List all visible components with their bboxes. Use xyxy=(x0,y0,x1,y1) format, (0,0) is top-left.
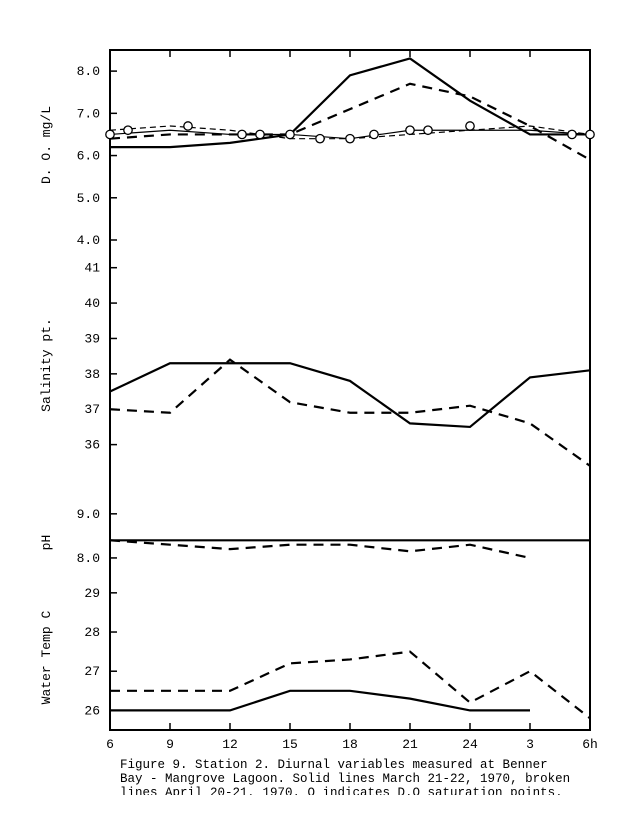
saturation-marker xyxy=(256,130,264,138)
x-tick-label: 6h xyxy=(582,737,598,752)
chart-svg: 6 9 12 15 18 21 24 3 6h 4.0 5.0 6.0 7.0 8.0 D. O. mg/L… xyxy=(20,20,610,795)
saturation-marker xyxy=(586,130,594,138)
y-tick-label: 29 xyxy=(84,586,100,601)
saturation-marker xyxy=(466,122,474,130)
series-dashed xyxy=(110,84,590,160)
series-dashed xyxy=(110,360,590,466)
y-tick-label: 26 xyxy=(84,703,100,718)
y-tick-label: 41 xyxy=(84,261,100,276)
y-axis-label: pH xyxy=(39,535,54,551)
saturation-marker xyxy=(124,126,132,134)
y-axis-label: D. O. mg/L xyxy=(39,106,54,184)
saturation-marker xyxy=(316,134,324,142)
x-tick-label: 18 xyxy=(342,737,358,752)
figure-caption: lines April 20-21, 1970. O indicates D.O… xyxy=(120,786,563,795)
plot-frame xyxy=(110,50,590,730)
y-tick-label: 7.0 xyxy=(77,106,100,121)
y-tick-label: 40 xyxy=(84,296,100,311)
saturation-marker xyxy=(238,130,246,138)
x-tick-label: 15 xyxy=(282,737,298,752)
figure-caption: Figure 9. Station 2. Diurnal variables m… xyxy=(120,758,548,772)
figure-caption: Bay - Mangrove Lagoon. Solid lines March… xyxy=(120,772,570,786)
y-tick-label: 6.0 xyxy=(77,149,100,164)
x-tick-label: 24 xyxy=(462,737,478,752)
saturation-marker xyxy=(286,130,294,138)
y-tick-label: 39 xyxy=(84,331,100,346)
x-tick-label: 3 xyxy=(526,737,534,752)
y-tick-label: 9.0 xyxy=(77,507,100,522)
y-tick-label: 38 xyxy=(84,367,100,382)
y-tick-label: 36 xyxy=(84,438,100,453)
y-tick-label: 28 xyxy=(84,625,100,640)
y-tick-label: 5.0 xyxy=(77,191,100,206)
saturation-marker xyxy=(370,130,378,138)
x-tick-label: 9 xyxy=(166,737,174,752)
y-tick-label: 37 xyxy=(84,402,100,417)
x-tick-label: 6 xyxy=(106,737,114,752)
chart-container: 6 9 12 15 18 21 24 3 6h 4.0 5.0 6.0 7.0 8.0 D. O. mg/L… xyxy=(20,20,610,795)
saturation-marker xyxy=(406,126,414,134)
y-tick-label: 8.0 xyxy=(77,551,100,566)
series-solid xyxy=(110,363,590,427)
x-tick-label: 12 xyxy=(222,737,238,752)
saturation-marker xyxy=(424,126,432,134)
x-tick-label: 21 xyxy=(402,737,418,752)
y-tick-label: 8.0 xyxy=(77,64,100,79)
y-tick-label: 4.0 xyxy=(77,233,100,248)
y-tick-label: 27 xyxy=(84,664,100,679)
series-dashed xyxy=(110,540,530,558)
saturation-marker xyxy=(106,130,114,138)
saturation-marker xyxy=(346,134,354,142)
series-dashed xyxy=(110,652,590,719)
y-axis-label: Water Temp C xyxy=(39,610,54,704)
saturation-marker xyxy=(184,122,192,130)
saturation-marker xyxy=(568,130,576,138)
y-axis-label: Salinity pt. xyxy=(39,318,54,412)
